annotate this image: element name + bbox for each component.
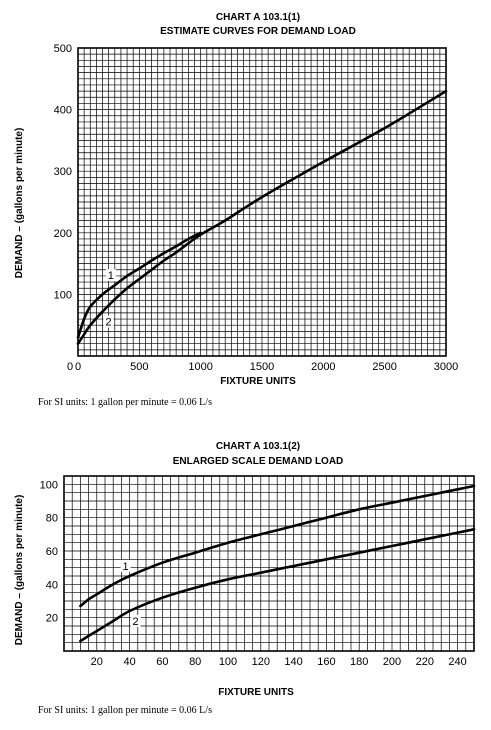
y-tick-label: 100: [54, 289, 72, 301]
x-tick-label: 60: [156, 656, 168, 668]
curve-label-background: [105, 269, 116, 282]
x-tick-label-origin: 0: [67, 361, 73, 373]
y-tick-label: 500: [54, 43, 72, 55]
y-tick-label: 100: [40, 479, 58, 491]
x-tick-label: 220: [416, 656, 434, 668]
curve-label-2: 2: [105, 317, 111, 329]
x-tick-label: 100: [219, 656, 237, 668]
y-tick-label: 200: [54, 228, 72, 240]
x-tick-label: 1500: [250, 361, 274, 373]
chart-1: CHART A 103.1(1) ESTIMATE CURVES FOR DEM…: [14, 12, 458, 387]
x-tick-label: 500: [130, 361, 148, 373]
x-tick-label: 3000: [434, 361, 458, 373]
chart-1-grid: [77, 47, 447, 357]
curve-2: [79, 528, 476, 643]
curve-label-background: [130, 615, 141, 627]
plot-frame: [63, 475, 475, 652]
chart-2-ticks: 20 40 60 80 100 120 140 160 180 200 220 240 20 40 60 80…: [40, 479, 467, 668]
x-tick-label: 160: [317, 656, 335, 668]
y-tick-label: 40: [46, 579, 58, 591]
curve-label-background: [120, 560, 131, 572]
y-tick-label: 20: [46, 613, 58, 625]
chart-2-x-axis-label: FIXTURE UNITS: [218, 687, 294, 698]
x-tick-label: 20: [91, 656, 103, 668]
chart-2: CHART A 103.1(2) ENLARGED SCALE DEMAND L…: [14, 441, 476, 698]
curve-2: [76, 89, 448, 345]
x-tick-label: 2000: [311, 361, 335, 373]
chart-2-curves: 12: [79, 484, 476, 643]
chart-1-y-axis-label: DEMAND – (gallons per minute): [14, 128, 25, 279]
curve-label-1: 1: [123, 561, 129, 573]
x-tick-label: 40: [123, 656, 135, 668]
x-tick-label: 140: [284, 656, 302, 668]
x-tick-label: 180: [350, 656, 368, 668]
x-tick-label: 2500: [372, 361, 396, 373]
curve-label-2: 2: [133, 616, 139, 628]
chart-1-ticks: 0 500 1000 1500 2000 2500 3000 0 100 200 300 400 500: [54, 43, 459, 373]
chart-2-si-note: For SI units: 1 gallon per minute = 0.06…: [38, 705, 212, 716]
x-tick-label: 80: [189, 656, 201, 668]
chart-1-x-axis-label: FIXTURE UNITS: [220, 376, 296, 387]
curve-label-1: 1: [108, 270, 114, 282]
chart-2-y-axis-label: DEMAND – (gallons per minute): [14, 495, 25, 646]
y-tick-label: 60: [46, 546, 58, 558]
x-tick-label: 0: [75, 361, 81, 373]
curve-1: [76, 231, 202, 339]
curve-1: [79, 484, 476, 608]
y-tick-label: 400: [54, 105, 72, 117]
chart-1-title: CHART A 103.1(1): [216, 12, 300, 23]
x-tick-label: 240: [448, 656, 466, 668]
curve-label-background: [103, 315, 114, 328]
y-tick-label: 300: [54, 166, 72, 178]
x-tick-label: 120: [252, 656, 270, 668]
x-tick-label: 1000: [188, 361, 212, 373]
chart-2-title: CHART A 103.1(2): [216, 441, 300, 452]
chart-1-subtitle: ESTIMATE CURVES FOR DEMAND LOAD: [160, 26, 356, 37]
chart-1-curves: 12: [76, 89, 448, 345]
chart-1-si-note: For SI units: 1 gallon per minute = 0.06…: [38, 397, 212, 408]
chart-2-subtitle: ENLARGED SCALE DEMAND LOAD: [173, 456, 344, 467]
x-tick-label: 200: [383, 656, 401, 668]
y-tick-label: 80: [46, 513, 58, 525]
plot-frame: [77, 47, 447, 357]
